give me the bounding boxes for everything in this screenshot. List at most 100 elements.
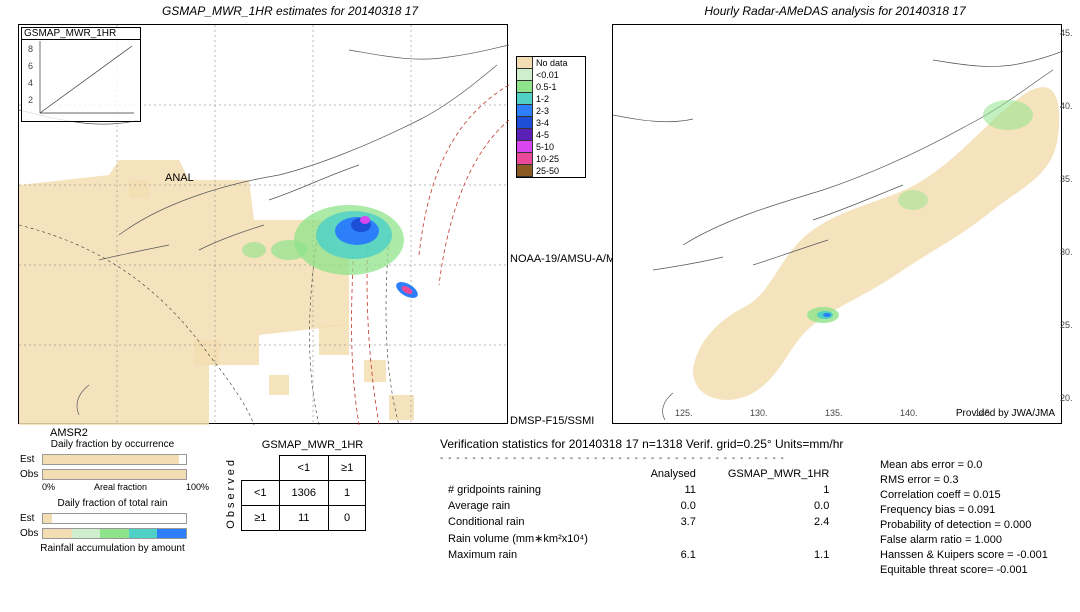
stats-model xyxy=(722,531,835,546)
legend-label: <0.01 xyxy=(533,70,559,80)
radar-coverage xyxy=(693,87,1059,400)
xtick: 125. xyxy=(675,408,693,418)
legend-swatch xyxy=(517,81,533,93)
ct-row-header: ≥1 xyxy=(242,506,280,531)
legend-row: 2-3 xyxy=(517,105,585,117)
contingency-panel: GSMAP_MWR_1HR Observed <1 ≥1 <1 1306 1 ≥… xyxy=(225,439,400,531)
legend-swatch xyxy=(517,57,533,69)
obs-occurrence-bar xyxy=(43,470,186,479)
est-label-2: Est xyxy=(20,513,42,524)
metric-line: Correlation coeff = 0.015 xyxy=(880,489,1048,501)
legend-label: 1-2 xyxy=(533,94,549,104)
inset-tick: 8 xyxy=(28,44,33,54)
legend-row: 25-50 xyxy=(517,165,585,177)
legend-row: 3-4 xyxy=(517,117,585,129)
axis-0: 0% xyxy=(42,482,55,492)
legend-row: 10-25 xyxy=(517,153,585,165)
stats-row: Maximum rain6.11.1 xyxy=(442,548,835,562)
ct-col-header: ≥1 xyxy=(329,456,366,481)
nodata-region xyxy=(19,160,349,425)
verification-header: Verification statistics for 20140318 17 … xyxy=(440,437,843,451)
legend-swatch xyxy=(517,93,533,105)
est-occurrence-row: Est xyxy=(20,452,205,466)
legend-label: 5-10 xyxy=(533,142,554,152)
legend-row: No data xyxy=(517,57,585,69)
ct-col-header: <1 xyxy=(279,456,328,481)
dashed-separator: - - - - - - - - - - - - - - - - - - - - … xyxy=(440,453,785,464)
fraction-panel: Daily fraction by occurrence Est Obs 0% … xyxy=(20,439,205,554)
legend-row: 1-2 xyxy=(517,93,585,105)
obs-label-2: Obs xyxy=(20,528,42,539)
ytick: 25. xyxy=(1060,320,1073,330)
legend-swatch xyxy=(517,117,533,129)
nodata-patch xyxy=(364,360,386,382)
stats-row: # gridpoints raining111 xyxy=(442,483,835,497)
metric-line: Frequency bias = 0.091 xyxy=(880,504,1048,516)
ct-cell: 0 xyxy=(329,506,366,531)
ytick: 35. xyxy=(1060,174,1073,184)
gradient-segment xyxy=(72,529,101,538)
ytick: 40. xyxy=(1060,101,1073,111)
metric-line: Equitable threat score= -0.001 xyxy=(880,564,1048,576)
stats-table: Analysed GSMAP_MWR_1HR # gridpoints rain… xyxy=(440,465,837,564)
stats-label: Rain volume (mm∗km²x10⁴) xyxy=(442,531,618,546)
obs-occurrence-row: Obs xyxy=(20,467,205,481)
stats-model: 2.4 xyxy=(722,515,835,529)
ct-cell: 11 xyxy=(279,506,328,531)
stats-analysed: 3.7 xyxy=(620,515,720,529)
nodata-patch xyxy=(269,375,289,395)
xtick: 145. xyxy=(975,408,993,418)
legend-label: 10-25 xyxy=(533,154,559,164)
stats-model: 1 xyxy=(722,483,835,497)
legend-label: 0.5-1 xyxy=(533,82,557,92)
inset-tick: 4 xyxy=(28,78,33,88)
legend-label: No data xyxy=(533,58,568,68)
legend-swatch xyxy=(517,165,533,177)
nodata-patch xyxy=(389,395,414,420)
xtick: 130. xyxy=(750,408,768,418)
stats-label: # gridpoints raining xyxy=(442,483,618,497)
est-totalrain-row: Est xyxy=(20,511,205,525)
ct-cell: 1 xyxy=(329,481,366,506)
metric-line: Probability of detection = 0.000 xyxy=(880,519,1048,531)
gradient-segment xyxy=(157,529,186,538)
stats-col-header: Analysed xyxy=(620,467,720,481)
metric-line: Hanssen & Kuipers score = -0.001 xyxy=(880,549,1048,561)
left-map-panel: GSMAP_MWR_1HR 8 6 4 2 xyxy=(18,24,508,424)
gradient-segment xyxy=(100,529,129,538)
ytick: 45. xyxy=(1060,28,1073,38)
right-map-svg xyxy=(613,25,1063,425)
stats-label: Maximum rain xyxy=(442,548,618,562)
legend-swatch xyxy=(517,129,533,141)
legend-swatch xyxy=(517,69,533,81)
axis-label: Areal fraction xyxy=(94,482,147,492)
metrics-column: Mean abs error = 0.0RMS error = 0.3Corre… xyxy=(880,459,1048,579)
stats-row: Rain volume (mm∗km²x10⁴) xyxy=(442,531,835,546)
ytick: 20. xyxy=(1060,393,1073,403)
left-map-inset: GSMAP_MWR_1HR 8 6 4 2 xyxy=(21,27,141,122)
legend-row: 4-5 xyxy=(517,129,585,141)
stats-col-header: GSMAP_MWR_1HR xyxy=(722,467,835,481)
gradient-segment xyxy=(43,529,72,538)
ct-row-header: <1 xyxy=(242,481,280,506)
est-totalrain-bar xyxy=(43,514,52,523)
gradient-bar xyxy=(42,528,187,539)
stats-analysed: 6.1 xyxy=(620,548,720,562)
nodata-patch xyxy=(319,325,349,355)
legend-swatch xyxy=(517,105,533,117)
legend-label: 2-3 xyxy=(533,106,549,116)
provider-label: Provided by JWA/JMA xyxy=(956,408,1055,419)
right-map-panel: Provided by JWA/JMA xyxy=(612,24,1062,424)
right-map-title: Hourly Radar-AMeDAS analysis for 2014031… xyxy=(620,4,1050,18)
ct-cell: 1306 xyxy=(279,481,328,506)
obs-label: Obs xyxy=(20,469,42,480)
legend-label: 3-4 xyxy=(533,118,549,128)
legend-swatch xyxy=(517,141,533,153)
inset-tick: 2 xyxy=(28,95,33,105)
rainfall-acc-label: Rainfall accumulation by amount xyxy=(20,543,205,554)
metric-line: RMS error = 0.3 xyxy=(880,474,1048,486)
occurrence-title: Daily fraction by occurrence xyxy=(20,439,205,450)
stats-label: Conditional rain xyxy=(442,515,618,529)
ytick: 30. xyxy=(1060,247,1073,257)
xtick: 140. xyxy=(900,408,918,418)
